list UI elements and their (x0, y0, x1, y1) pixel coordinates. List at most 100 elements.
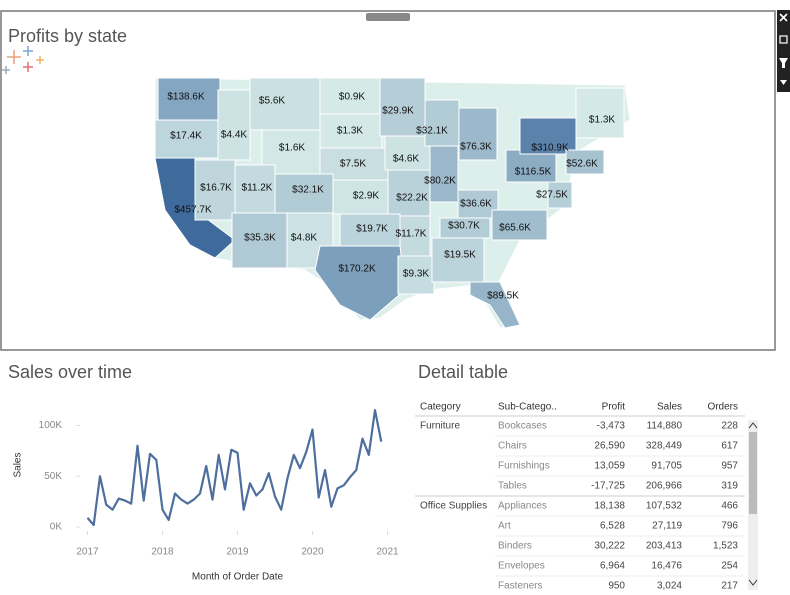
state-label: $1.3K (589, 115, 615, 126)
x-axis-title: Month of Order Date (192, 572, 284, 583)
state-label: $89.5K (487, 291, 519, 302)
x-tick-label: 2020 (301, 547, 324, 558)
subcategory-cell: Furnishings (498, 461, 550, 472)
state-label: $29.9K (382, 106, 414, 117)
y-tick-label: 50K (44, 471, 62, 482)
state-label: $4.4K (221, 130, 247, 141)
y-tick-label: 100K (39, 420, 63, 431)
column-header: Category (420, 402, 461, 413)
value-cell: 13,059 (594, 461, 625, 472)
x-tick-label: 2021 (376, 547, 399, 558)
state-label: $7.5K (340, 159, 366, 170)
y-axis-title: Sales (13, 452, 24, 477)
subcategory-cell: Art (498, 521, 511, 532)
state-label: $138.6K (167, 92, 205, 103)
value-cell: -3,473 (597, 421, 626, 432)
value-cell: 16,476 (651, 561, 682, 572)
x-tick-label: 2019 (226, 547, 249, 558)
state-label: $0.9K (339, 92, 365, 103)
sales-line (86, 409, 383, 527)
value-cell: 203,413 (646, 541, 683, 552)
line-title: Sales over time (8, 362, 132, 382)
subcategory-cell: Binders (498, 541, 532, 552)
subcategory-cell: Appliances (498, 501, 547, 512)
x-tick-label: 2017 (76, 547, 99, 558)
detail-table: Category Sub-Catego.. Profit Sales Orders Fur… (415, 402, 758, 592)
state-label: $9.3K (403, 269, 429, 280)
subcategory-cell: Chairs (498, 441, 527, 452)
column-header: Orders (707, 402, 738, 413)
state-label: $52.6K (566, 159, 598, 170)
value-cell: 228 (721, 421, 738, 432)
state-label: $4.6K (393, 154, 419, 165)
state-label: $116.5K (515, 167, 552, 178)
category-cell: Office Supplies (420, 501, 487, 512)
state-label: $32.1K (292, 185, 324, 196)
state-label: $11.2K (242, 183, 273, 194)
value-cell: 30,222 (594, 541, 625, 552)
value-cell: 27,119 (652, 521, 682, 532)
value-cell: 957 (721, 461, 738, 472)
state-label: $32.1K (416, 126, 448, 137)
toolbar (777, 10, 790, 92)
state-region (217, 89, 251, 161)
state-region (469, 281, 521, 329)
map: $138.6K $17.4K $457.7K $4.4K $5.6K $0.9K $1.3K… (154, 77, 625, 329)
menu-icon[interactable] (780, 80, 787, 85)
table-title: Detail table (418, 362, 508, 382)
drag-handle[interactable] (366, 13, 410, 21)
state-label: $11.7K (396, 229, 427, 240)
close-icon[interactable] (779, 13, 788, 22)
value-cell: 206,966 (646, 481, 683, 492)
line-chart: 0K 50K 100K 2017 2018 2019 2020 2021 Month of Or… (13, 409, 399, 583)
scroll-thumb[interactable] (749, 432, 757, 514)
state-label: $4.8K (291, 233, 317, 244)
state-label: $76.3K (460, 142, 492, 153)
tableau-logo (2, 46, 44, 74)
value-cell: 114,880 (647, 421, 683, 432)
value-cell: -17,725 (591, 481, 625, 492)
popout-icon[interactable] (779, 35, 788, 44)
value-cell: 217 (721, 581, 738, 592)
state-label: $35.3K (244, 233, 276, 244)
filter-icon[interactable] (779, 58, 788, 68)
state-region (458, 107, 498, 161)
subcategory-cell: Fasteners (498, 581, 542, 592)
value-cell: 6,964 (600, 561, 625, 572)
state-region (429, 145, 459, 203)
state-label: $1.3K (337, 126, 363, 137)
state-region (424, 99, 460, 147)
state-label: $22.2K (396, 193, 428, 204)
state-label: $19.5K (444, 250, 476, 261)
state-label: $16.7K (200, 183, 232, 194)
column-header: Sales (657, 402, 682, 413)
x-tick-label: 2018 (151, 547, 174, 558)
state-region (314, 245, 406, 321)
state-label: $30.7K (448, 221, 480, 232)
value-cell: 1,523 (713, 541, 738, 552)
value-cell: 617 (721, 441, 738, 452)
state-label: $5.6K (259, 96, 285, 107)
subcategory-cell: Envelopes (498, 561, 545, 572)
value-cell: 107,532 (646, 501, 683, 512)
scroll-up[interactable] (748, 422, 758, 429)
value-cell: 6,528 (600, 521, 625, 532)
value-cell: 3,024 (657, 581, 682, 592)
scroll-down[interactable] (748, 579, 758, 586)
value-cell: 254 (721, 561, 738, 572)
category-cell: Furniture (420, 421, 460, 432)
subcategory-cell: Bookcases (498, 421, 547, 432)
state-label: $19.7K (356, 224, 388, 235)
state-label: $27.5K (536, 190, 568, 201)
column-header: Sub-Catego.. (498, 402, 557, 413)
value-cell: 319 (721, 481, 738, 492)
subcategory-cell: Tables (498, 481, 527, 492)
value-cell: 91,705 (651, 461, 682, 472)
state-label: $65.6K (499, 223, 531, 234)
state-region (397, 255, 435, 295)
value-cell: 466 (721, 501, 738, 512)
state-label: $310.9K (531, 143, 569, 154)
state-label: $36.6K (460, 199, 492, 210)
